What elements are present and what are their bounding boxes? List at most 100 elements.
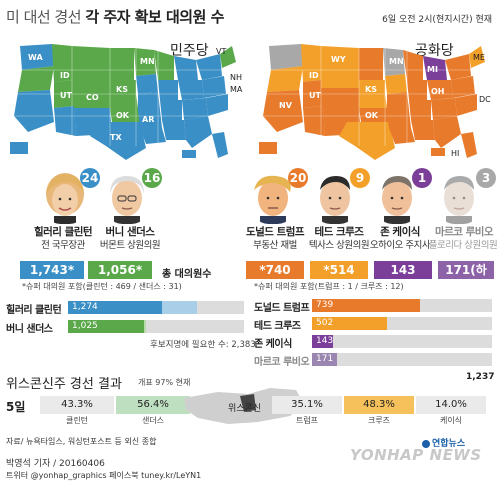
wisconsin-dem-clinton-pct: 43.3% [40,396,114,414]
svg-text:CO: CO [86,93,99,102]
dem-bar-label-sanders: 버니 샌더스 [6,324,53,335]
footer-sns: 트위터 @yonhap_graphics 페이스북 tuney.kr/LeYN1 [6,471,202,480]
wisconsin-subtitle: 개표 97% 현재 [138,378,191,387]
rep-bar-label-trump: 도널드 트럼프 [254,303,310,314]
svg-text:MI: MI [427,65,438,74]
wisconsin-rep-cruz-name: 크루즈 [367,416,391,425]
svg-text:MA: MA [230,85,243,94]
wisconsin-dem-sanders-pct: 56.4% [116,396,190,414]
watermark: YONHAP NEWS [350,446,482,464]
trump-count: *740 [246,261,304,279]
wisconsin-state-label: 위스콘신 [228,404,262,414]
cruz-title: 텍사스 상원의원 [308,240,370,251]
svg-text:NH: NH [230,73,242,82]
rep-bar-track-cruz: 502 [312,317,492,330]
dem-bar-sanders: 1,025 [68,320,144,333]
footer-reporter: 박영석 기자 / 20160406 [6,459,105,469]
wisconsin-dem-sanders-name: 샌더스 [141,416,165,425]
trump-title: 부동산 재벌 [253,240,297,251]
sanders-name: 버니 샌더스 [105,226,155,238]
rep-needed-count: 1,237 [466,372,495,382]
svg-text:UT: UT [60,91,72,100]
svg-text:HI: HI [451,149,459,158]
yonhap-logo: 연합뉴스 [422,436,465,449]
clinton-count: 1,743* [20,261,84,279]
rep-bar-track-kasich: 143 [312,335,492,348]
wisconsin-rep-kasich-pct: 14.0% [416,396,486,414]
svg-text:KS: KS [116,85,128,94]
total-delegates-label: 총 대의원수 [162,269,212,280]
cruz-count: *514 [310,261,368,279]
svg-text:VT: VT [216,47,226,56]
sanders-badge: 16 [142,168,162,188]
trump-portrait-icon [254,175,291,224]
kasich-portrait-icon [382,176,412,224]
svg-text:ID: ID [60,71,70,80]
rubio-badge: 3 [476,168,496,188]
sanders-count: 1,056* [88,261,152,279]
svg-text:OK: OK [365,111,379,120]
dem-map: WA ID UT CO KS OK TX MN AR VT NH MA [6,36,244,160]
dem-bar-clinton: 1,274 [68,301,162,314]
kasich-title: 오하이오 주지사 [369,240,431,251]
rep-bar-trump: 739 [312,299,420,312]
svg-text:NV: NV [279,101,293,110]
cruz-portrait-icon [320,176,350,224]
dem-map-label: 민주당 [170,43,209,59]
kasich-count: 143 [374,261,432,279]
svg-text:ME: ME [473,53,485,62]
svg-text:WA: WA [28,53,43,62]
svg-text:WY: WY [331,55,346,64]
cruz-badge: 9 [350,168,370,188]
rep-bar-track-trump: 739 [312,299,492,312]
rep-bar-label-kasich: 존 케이식 [254,339,292,350]
wisconsin-rep-trump-pct: 35.1% [272,396,342,414]
wisconsin-title: 위스콘신주 경선 결과 [6,377,122,392]
rep-bar-rubio: 171 [312,353,337,366]
svg-text:MN: MN [140,57,155,66]
sanders-portrait-icon [110,176,144,224]
rep-bar-track-rubio: 171 [312,353,492,366]
trump-badge: 20 [288,168,308,188]
dem-needed-note: 후보지명에 필요한 수: 2,383 [150,340,256,350]
wisconsin-rep-trump-name: 트럼프 [295,416,319,425]
rubio-count: 171(하차) [438,261,494,295]
rep-bar-kasich: 143 [312,335,333,348]
kasich-name: 존 케이식 [380,226,420,238]
dem-superdelegate-note: *슈퍼 대의원 포함(클린턴 : 469 / 샌더스 : 31) [22,282,182,291]
svg-text:OK: OK [116,111,130,120]
page-title: 미 대선 경선 각 주자 확보 대의원 수 [6,8,224,26]
rubio-name: 마르코 루비오 [434,226,494,238]
svg-text:AR: AR [142,115,154,124]
footer-source: 자료/ 뉴욕타임스, 워싱턴포스트 등 외신 종합 [6,437,157,446]
yonhap-logo-icon [422,439,430,448]
svg-text:ID: ID [309,71,319,80]
rep-bar-cruz: 502 [312,317,387,330]
clinton-portrait-icon [46,173,84,224]
wisconsin-rep-kasich-name: 케이식 [439,416,463,425]
cruz-name: 테드 크루즈 [314,226,364,238]
clinton-name: 힐러리 클린턴 [33,226,93,238]
sanders-title: 버몬트 상원의원 [99,240,161,251]
dem-bar-track-sanders: 1,025 [68,320,244,333]
dem-bar-track-clinton: 1,274 [68,301,244,314]
kasich-badge: 1 [412,168,432,188]
rep-map-label: 공화당 [415,43,454,59]
rep-map: ID WY UT NV KS OK MN MI OH ME DC HI [255,36,493,160]
svg-text:MN: MN [389,57,404,66]
time-note: 6일 오전 2시(현지시간) 현재 [382,15,492,25]
svg-text:OH: OH [431,87,445,96]
rubio-portrait-icon [444,176,474,224]
svg-text:TX: TX [110,133,122,142]
wisconsin-dem-clinton-name: 클린턴 [65,416,89,425]
rep-bar-label-rubio: 마르코 루비오 [254,357,310,368]
wisconsin-rep-cruz-pct: 48.3% [344,396,414,414]
wisconsin-date: 5일 [6,400,26,414]
rubio-title: 플로리다 상원의원 [428,240,498,251]
trump-name: 도널드 트럼프 [245,226,305,238]
svg-text:DC: DC [479,95,491,104]
rep-superdelegate-note: *슈퍼 대의원 포함(트럼프 : 1 / 크루즈 : 12) [254,282,404,291]
svg-text:UT: UT [309,91,321,100]
clinton-badge: 24 [80,168,100,188]
dem-bar-label-clinton: 힐러리 클린턴 [6,305,62,316]
